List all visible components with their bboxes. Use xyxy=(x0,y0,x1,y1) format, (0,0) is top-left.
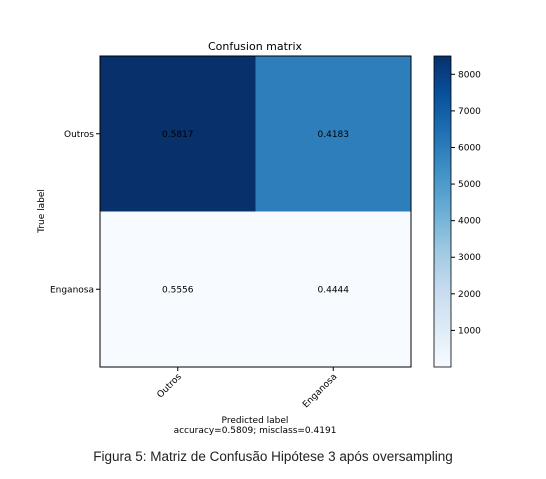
matrix-cell xyxy=(255,56,411,212)
cell-value-label: 0.5817 xyxy=(162,130,194,140)
colorbar-tick-label: 5000 xyxy=(458,180,481,190)
x-axis-label: Predicted label xyxy=(222,416,289,426)
x-tick-label: Enganosa xyxy=(301,372,339,410)
matrix-cell xyxy=(100,211,256,367)
y-tick-label: Enganosa xyxy=(50,285,94,295)
chart-title: Confusion matrix xyxy=(208,40,303,53)
x-tick-label: Outros xyxy=(156,372,185,401)
colorbar-tick-label: 4000 xyxy=(458,217,481,227)
colorbar-tick-label: 8000 xyxy=(458,70,481,80)
colorbar-tick-label: 7000 xyxy=(458,107,481,117)
cell-value-label: 0.4183 xyxy=(318,130,350,140)
confusion-matrix-figure: Confusion matrix 0.5817 0.4183 0.5556 0.444… xyxy=(37,40,481,436)
colorbar-tick-label: 6000 xyxy=(458,143,481,153)
cell-value-label: 0.4444 xyxy=(318,285,350,295)
matrix-cell xyxy=(100,56,256,212)
figure-caption: Figura 5: Matriz de Confusão Hipótese 3 … xyxy=(93,449,453,464)
colorbar-tick-label: 2000 xyxy=(458,290,481,300)
colorbar xyxy=(433,55,452,368)
colorbar-tick-label: 1000 xyxy=(458,326,481,336)
plot-frame xyxy=(99,55,412,368)
cell-value-label: 0.5556 xyxy=(162,285,194,295)
y-tick-label: Outros xyxy=(64,130,94,140)
accuracy-label: accuracy=0.5809; misclass=0.4191 xyxy=(174,426,337,436)
colorbar-tick-label: 3000 xyxy=(458,253,481,263)
matrix-cell xyxy=(255,211,411,367)
y-axis-label: True label xyxy=(37,189,47,234)
